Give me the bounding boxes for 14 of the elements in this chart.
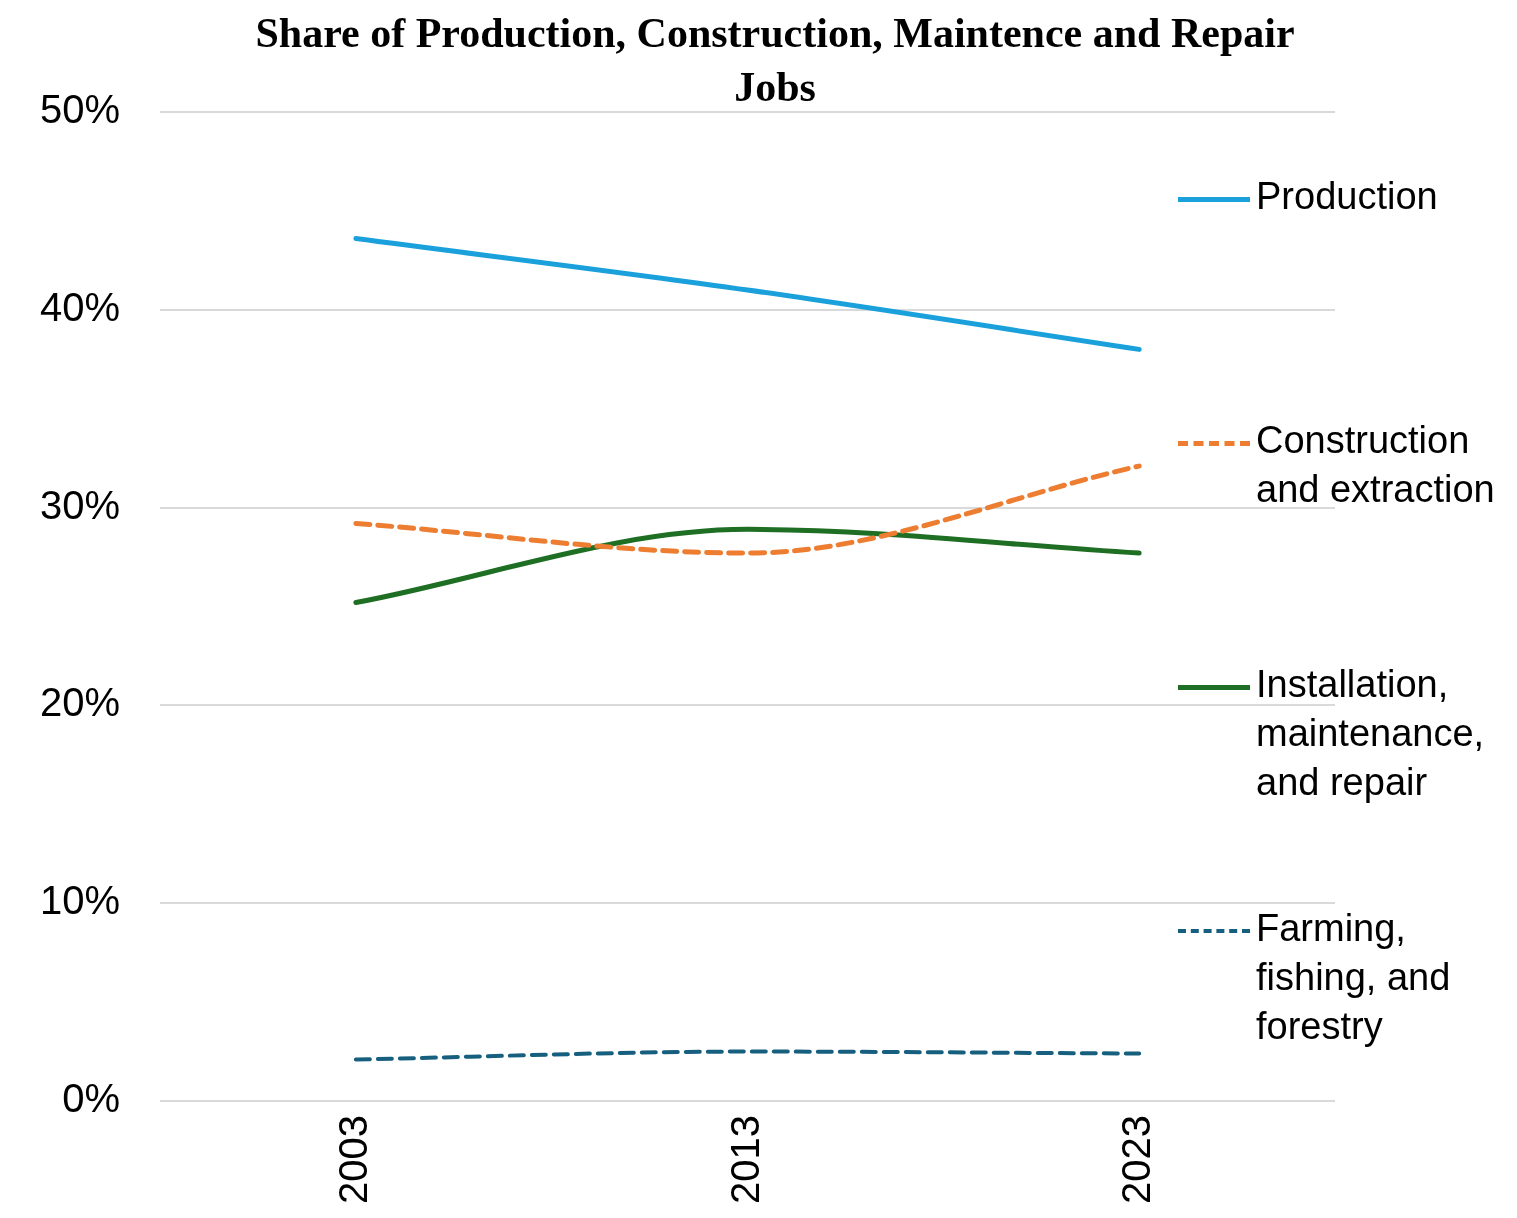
chart-title: Share of Production, Construction, Maintence and Repair Jobs (254, 9, 1296, 112)
legend-label: Production (1256, 174, 1438, 219)
y-tick-label: 50% (40, 87, 121, 132)
x-tick-label: 2023 (1114, 1115, 1159, 1204)
y-tick-label: 40% (40, 284, 121, 329)
y-tick-label: 30% (40, 482, 121, 527)
y-tick-label: 10% (40, 878, 121, 923)
legend-label: Farming, fishing, and forestry (1256, 906, 1452, 1049)
y-tick-label: 20% (40, 680, 121, 725)
x-tick-label: 2013 (722, 1115, 767, 1204)
x-tick-label: 2003 (330, 1115, 375, 1204)
legend-label: Installation, maintenance, and repair (1256, 662, 1486, 805)
legend-label: Construction and extraction (1256, 418, 1496, 512)
y-tick-label: 0% (62, 1076, 121, 1121)
